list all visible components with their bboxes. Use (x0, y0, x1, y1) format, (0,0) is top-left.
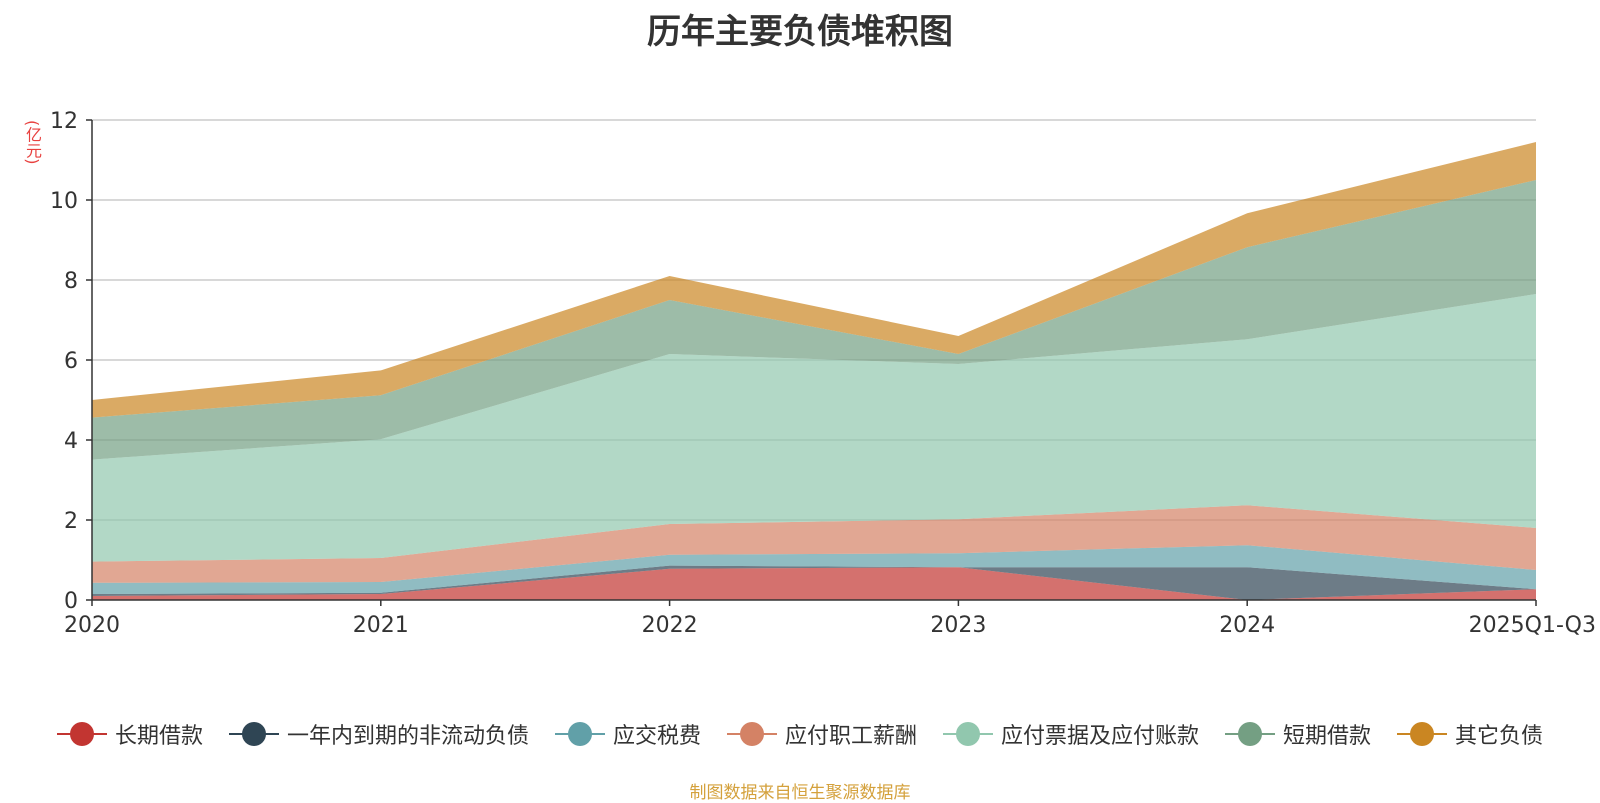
area-应付票据及应付账款 (92, 294, 1536, 562)
chart-legend: 长期借款 一年内到期的非流动负债 应交税费 应付职工薪酬 应付票据及应付账款 短期借款 其它… (0, 717, 1600, 751)
area-其它负债 (92, 142, 1536, 418)
legend-marker-icon (726, 722, 777, 746)
stacked-area-chart: 0 2 4 6 8 10 12 2020 2021 2022 2023 2024 2025Q1-Q3 (50, 109, 1596, 638)
legend-marker-icon (56, 722, 107, 746)
legend-item[interactable]: 一年内到期的非流动负债 (228, 718, 529, 750)
source-note: 制图数据来自恒生聚源数据库 (689, 783, 911, 803)
legend-item[interactable]: 长期借款 (56, 718, 203, 750)
y-tick-label: 4 (64, 429, 78, 454)
x-tick-label: 2024 (1219, 613, 1275, 638)
y-tick-label: 12 (50, 109, 78, 134)
legend-marker-icon (554, 722, 605, 746)
y-tick-label: 6 (64, 349, 78, 374)
area-一年内到期的非流动负债 (92, 565, 1536, 600)
area-长期借款 (92, 567, 1536, 600)
x-tick-label: 2020 (64, 613, 120, 638)
legend-label: 应付职工薪酬 (784, 724, 917, 749)
x-tick-label: 2025Q1-Q3 (1469, 613, 1596, 638)
legend-marker-icon (1397, 722, 1448, 746)
legend-marker-icon (943, 722, 993, 746)
y-tick-label: 10 (50, 189, 78, 214)
legend-label: 一年内到期的非流动负债 (286, 724, 529, 749)
legend-label: 短期借款 (1283, 724, 1372, 749)
y-tick-label: 8 (64, 269, 78, 294)
legend-item[interactable]: 短期借款 (1225, 718, 1371, 750)
legend-item[interactable]: 其它负债 (1397, 718, 1543, 750)
area-短期借款 (92, 180, 1536, 460)
legend-item[interactable]: 应付职工薪酬 (726, 718, 917, 750)
legend-marker-icon (1225, 722, 1276, 746)
legend-label: 应交税费 (612, 724, 701, 749)
x-tick-label: 2022 (642, 613, 698, 638)
y-tick-label: 0 (64, 589, 78, 614)
area-应交税费 (92, 545, 1536, 594)
y-axis-unit-label: (亿元) (23, 120, 42, 165)
y-tick-label: 2 (64, 509, 78, 534)
legend-item[interactable]: 应交税费 (554, 718, 701, 750)
legend-label: 长期借款 (114, 724, 203, 749)
area-应付职工薪酬 (92, 505, 1536, 583)
chart-title: 历年主要负债堆积图 (647, 12, 953, 52)
legend-marker-icon (228, 722, 279, 746)
legend-label: 其它负债 (1455, 724, 1544, 749)
x-tick-label: 2023 (930, 613, 986, 638)
legend-item[interactable]: 应付票据及应付账款 (943, 718, 1199, 750)
legend-label: 应付票据及应付账款 (1001, 724, 1200, 749)
x-tick-label: 2021 (353, 613, 409, 638)
